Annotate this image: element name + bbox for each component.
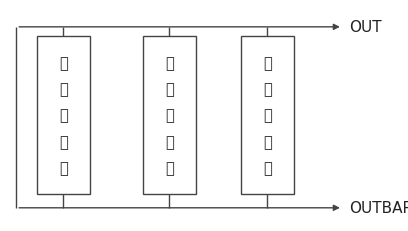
- Text: OUT: OUT: [349, 20, 381, 35]
- Text: 感: 感: [59, 160, 68, 175]
- Text: 容: 容: [165, 160, 174, 175]
- Text: 编: 编: [59, 82, 68, 97]
- Text: 电: 电: [165, 134, 174, 149]
- Bar: [143, 37, 196, 194]
- Text: 程: 程: [165, 108, 174, 123]
- Bar: [37, 37, 90, 194]
- Text: 程: 程: [59, 108, 68, 123]
- Text: 编: 编: [263, 82, 272, 97]
- Text: OUTBAR: OUTBAR: [349, 201, 408, 215]
- Text: 编: 编: [165, 82, 174, 97]
- Bar: [241, 37, 294, 194]
- Text: 阻: 阻: [263, 160, 272, 175]
- Text: 负: 负: [263, 134, 272, 149]
- Text: 程: 程: [263, 108, 272, 123]
- Text: 电: 电: [59, 134, 68, 149]
- Text: 可: 可: [165, 56, 174, 71]
- Text: 可: 可: [59, 56, 68, 71]
- Text: 可: 可: [263, 56, 272, 71]
